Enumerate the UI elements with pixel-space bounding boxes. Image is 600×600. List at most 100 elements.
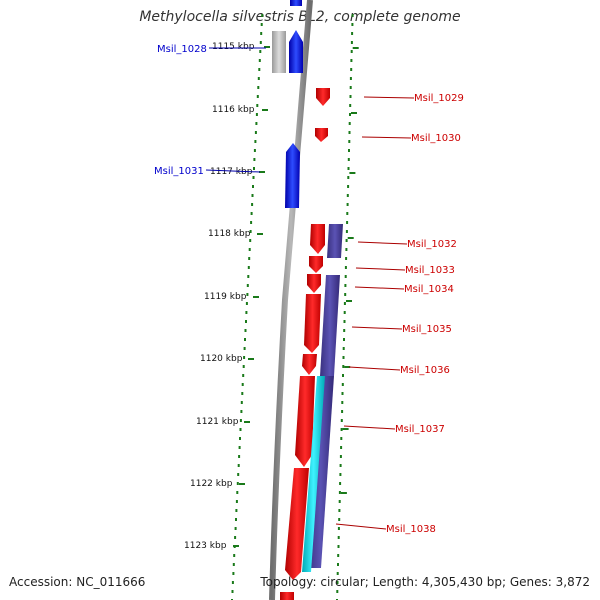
guide-dot xyxy=(337,536,340,539)
guide-dot xyxy=(346,221,349,224)
guide-dot xyxy=(337,563,339,566)
guide-dot xyxy=(338,509,341,512)
guide-dot xyxy=(258,68,261,71)
guide-dot xyxy=(250,212,253,215)
guide-dot xyxy=(343,338,345,341)
gene-label-right[interactable]: Msil_1032 xyxy=(407,239,457,250)
guide-dot xyxy=(248,257,251,260)
guide-dot xyxy=(344,293,347,296)
guide-dot xyxy=(336,572,339,575)
gene-label-left[interactable]: Msil_1028 xyxy=(157,44,207,55)
gene-label-right[interactable]: Msil_1037 xyxy=(395,424,445,435)
guide-dot xyxy=(236,491,239,494)
gene-arrow-msil-1035[interactable] xyxy=(304,294,321,353)
gene-arrow-msil-1031[interactable] xyxy=(285,143,300,208)
feature-msil-1032-purple xyxy=(327,224,343,258)
gene-arrow-msil-1036[interactable] xyxy=(302,354,317,375)
guide-dot xyxy=(344,284,347,287)
guide-dot xyxy=(241,383,244,386)
gene-arrow-msil-1037[interactable] xyxy=(295,376,315,467)
guide-dot xyxy=(238,455,241,458)
guide-dot xyxy=(235,500,238,503)
guide-dot xyxy=(261,14,264,17)
gene-label-right[interactable]: Msil_1033 xyxy=(405,265,455,276)
guide-dot xyxy=(345,239,348,242)
guide-dot xyxy=(342,356,345,359)
gene-arrow-msil-1033[interactable] xyxy=(309,256,323,273)
guide-dot xyxy=(339,464,342,467)
gene-arrow-msil-1034[interactable] xyxy=(307,274,321,293)
guide-dot xyxy=(350,68,353,71)
guide-dot xyxy=(344,266,347,269)
gene-arrow-msil-1032[interactable] xyxy=(310,224,325,254)
gene-arrow-msil-1029[interactable] xyxy=(316,88,330,106)
gene-label-right[interactable]: Msil_1030 xyxy=(411,133,461,144)
guide-dot xyxy=(247,275,250,278)
scale-tick-mark xyxy=(340,492,347,494)
guide-dot xyxy=(258,59,261,62)
guide-dot xyxy=(338,518,341,521)
guide-dot xyxy=(344,275,347,278)
guide-dot xyxy=(350,50,353,53)
scale-tick-mark xyxy=(262,109,268,111)
guide-dot xyxy=(345,230,348,233)
guide-dot xyxy=(347,185,350,188)
gene-arrow-msil-1030[interactable] xyxy=(315,128,328,142)
dotted-guides xyxy=(231,14,354,600)
gene-arrow-msil-1038[interactable] xyxy=(285,468,309,580)
scale-tick-label: 1116 kbp xyxy=(212,105,255,115)
guide-dot xyxy=(246,293,249,296)
guide-dot xyxy=(239,437,241,440)
scale-tick-mark xyxy=(342,428,349,430)
guide-dot xyxy=(235,509,238,512)
guide-dot xyxy=(234,536,237,539)
gene-arrow-msil-1028[interactable] xyxy=(289,30,303,73)
scale-ticks: 1115 kbp 1116 kbp 1117 kbp 1118 kbp 1119 kbp… xyxy=(184,42,359,551)
gene-label-right[interactable]: Msil_1038 xyxy=(386,524,436,535)
guide-dot xyxy=(351,23,354,26)
gene-label-left[interactable]: Msil_1031 xyxy=(154,166,204,177)
guide-dot xyxy=(260,23,263,26)
guide-dot xyxy=(340,419,343,422)
guide-dot xyxy=(351,32,354,35)
guide-dot xyxy=(342,365,345,368)
scale-tick-mark xyxy=(239,483,245,485)
scale-tick-mark xyxy=(253,296,259,298)
scale-tick-label: 1117 kbp xyxy=(210,167,253,177)
gene-label-right[interactable]: Msil_1034 xyxy=(404,284,454,295)
gene-label-right[interactable]: Msil_1036 xyxy=(400,365,450,376)
guide-dot xyxy=(346,194,349,197)
guide-dot xyxy=(343,320,346,323)
guide-dot xyxy=(246,284,249,287)
guide-dot xyxy=(343,302,346,305)
guide-dot xyxy=(242,365,245,368)
gene-labels: Msil_1028 Msil_1031 Msil_1029 Msil_1030 Msil… xyxy=(154,44,464,535)
guide-dot xyxy=(336,581,339,584)
guide-dot xyxy=(245,320,247,323)
guide-dot xyxy=(339,473,342,476)
guide-dot xyxy=(256,104,259,107)
guide-dot xyxy=(239,428,242,431)
guide-dot xyxy=(349,86,352,89)
guide-dot xyxy=(239,419,242,422)
accession-text: Accession: NC_011666 xyxy=(9,575,146,589)
gene-label-right[interactable]: Msil_1029 xyxy=(414,93,464,104)
scale-tick-mark xyxy=(344,366,351,368)
guide-dot xyxy=(346,212,349,215)
guide-dot xyxy=(338,491,341,494)
gene-label-right[interactable]: Msil_1035 xyxy=(402,324,452,335)
guide-dot xyxy=(253,158,256,161)
guide-dot xyxy=(232,563,235,566)
guide-dot xyxy=(244,329,247,332)
reverse-features xyxy=(302,224,343,572)
guide-dot xyxy=(252,185,254,188)
gene-label-leader xyxy=(355,267,406,271)
guide-dot xyxy=(345,248,348,251)
guide-dot xyxy=(245,311,248,314)
guide-dot xyxy=(256,95,259,98)
scale-tick-mark xyxy=(347,237,354,239)
scale-tick-mark xyxy=(233,545,239,547)
guide-dot xyxy=(233,554,236,557)
feature-msil-1037-cyan xyxy=(302,376,325,572)
